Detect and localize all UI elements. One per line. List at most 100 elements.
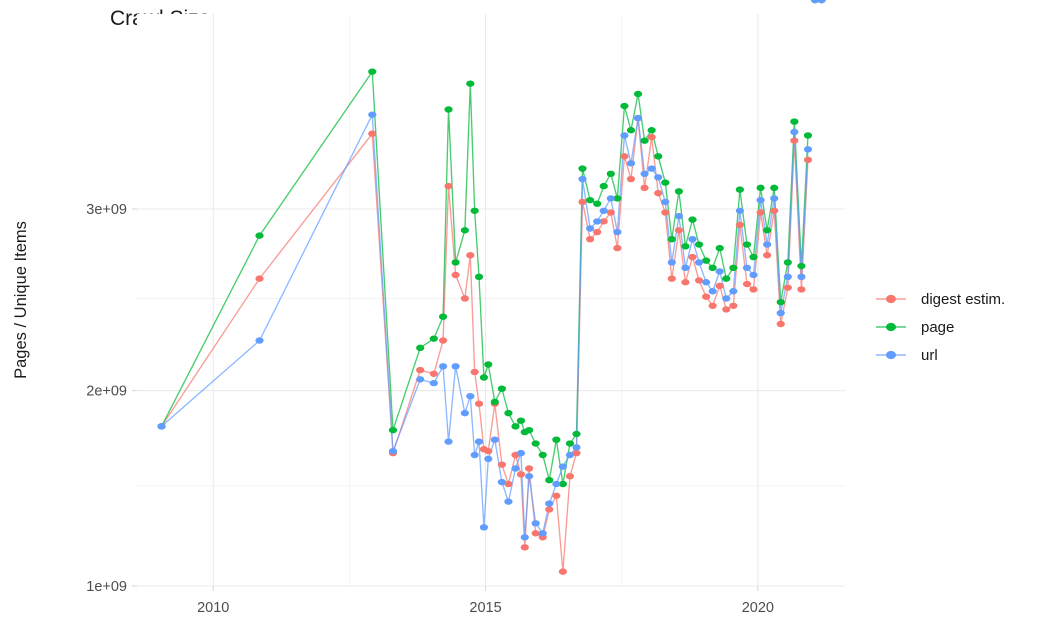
- legend-label: url: [921, 347, 938, 364]
- data-point: [715, 282, 724, 290]
- data-point: [460, 409, 469, 417]
- data-point: [545, 500, 554, 507]
- data-point: [599, 207, 608, 214]
- data-point: [565, 473, 575, 480]
- data-point: [416, 376, 425, 383]
- data-point: [470, 207, 479, 214]
- x-tick-label: 2020: [742, 600, 774, 616]
- data-point: [552, 480, 561, 488]
- data-point: [593, 228, 602, 236]
- data-point: [479, 374, 489, 381]
- data-point: [451, 259, 460, 266]
- data-point: [790, 137, 799, 144]
- data-point: [756, 209, 765, 216]
- data-point: [715, 268, 724, 275]
- data-point: [451, 271, 460, 279]
- data-point: [803, 146, 813, 153]
- data-point: [504, 480, 513, 488]
- data-point: [640, 137, 649, 144]
- y-tick-label: 3e+09: [86, 202, 127, 218]
- data-point: [681, 243, 690, 250]
- data-point: [694, 277, 704, 284]
- data-point: [742, 241, 752, 248]
- data-point: [474, 438, 484, 445]
- data-point: [157, 423, 166, 430]
- legend-label: page: [921, 319, 954, 336]
- data-point: [626, 127, 636, 134]
- data-point: [722, 306, 731, 313]
- plot-panel: [137, 14, 845, 586]
- data-point: [593, 200, 602, 207]
- data-point: [661, 179, 670, 186]
- data-point: [497, 478, 506, 486]
- y-axis-tick-labels: 1e+09 2e+09 3e+09: [86, 202, 127, 595]
- data-point: [429, 379, 438, 387]
- x-tick-label: 2015: [469, 600, 501, 616]
- legend-key-marker-icon: [886, 322, 896, 332]
- data-point: [565, 451, 575, 459]
- data-point: [681, 279, 690, 286]
- data-point: [756, 196, 765, 204]
- data-point: [694, 241, 704, 248]
- data-point: [613, 195, 622, 202]
- data-point: [735, 221, 744, 229]
- data-point: [633, 90, 643, 98]
- data-point: [470, 368, 479, 376]
- data-point: [790, 128, 799, 136]
- data-point: [742, 280, 752, 288]
- data-point: [368, 68, 377, 75]
- data-point: [803, 132, 813, 139]
- data-point: [756, 184, 765, 192]
- data-point: [484, 455, 493, 463]
- data-point: [694, 259, 704, 266]
- data-point: [538, 530, 547, 537]
- data-point: [479, 524, 489, 531]
- data-point: [735, 186, 744, 193]
- data-point: [647, 133, 656, 141]
- data-point: [688, 216, 697, 223]
- data-point: [416, 366, 425, 374]
- data-point: [572, 444, 581, 451]
- data-point: [626, 160, 636, 167]
- data-point: [255, 337, 264, 344]
- data-point: [474, 400, 484, 407]
- data-point: [613, 244, 622, 252]
- data-point: [729, 264, 738, 272]
- y-axis-title: Pages / Unique Items: [12, 221, 30, 379]
- data-point: [606, 195, 615, 202]
- data-point: [565, 440, 575, 447]
- x-tick-label: 2010: [197, 600, 229, 616]
- data-point: [504, 498, 513, 505]
- data-point: [783, 273, 792, 281]
- data-point: [255, 232, 264, 239]
- data-point: [797, 262, 806, 270]
- legend: digest estim. page url: [876, 291, 1005, 364]
- data-point: [516, 417, 526, 424]
- axis-tick-marks: [132, 208, 759, 591]
- data-point: [511, 423, 520, 430]
- data-point: [620, 153, 629, 160]
- data-point: [504, 409, 513, 417]
- data-point: [640, 184, 649, 192]
- data-point: [708, 288, 717, 295]
- data-point: [749, 253, 758, 261]
- data-point: [444, 182, 453, 190]
- data-point: [416, 344, 425, 352]
- data-point: [729, 302, 738, 309]
- y-tick-label: 1e+09: [86, 579, 127, 595]
- data-point: [708, 302, 717, 309]
- data-point: [749, 271, 758, 279]
- data-point: [490, 436, 499, 443]
- data-point: [460, 295, 469, 302]
- data-point: [708, 264, 717, 272]
- legend-key-marker-icon: [886, 350, 896, 360]
- data-point: [525, 465, 534, 472]
- data-point: [735, 207, 744, 214]
- data-point: [647, 165, 656, 172]
- data-point: [497, 461, 506, 468]
- x-axis-tick-labels: 2010 2015 2020: [197, 600, 774, 616]
- data-point: [633, 114, 643, 122]
- data-point: [474, 273, 484, 281]
